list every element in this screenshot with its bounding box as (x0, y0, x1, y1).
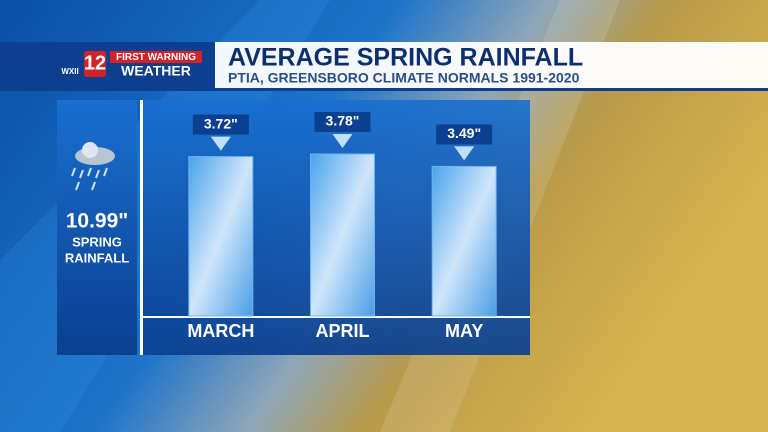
y-axis-line (140, 100, 143, 355)
label-box (314, 112, 371, 132)
value-label: 3.72" (204, 115, 238, 131)
brand-bottom: WEATHER (121, 63, 191, 79)
x-axis-line (140, 316, 530, 318)
rain-icon (71, 167, 108, 191)
label-pointer (332, 134, 353, 148)
logo-area (0, 42, 215, 90)
cloud-icon (82, 142, 98, 158)
logo-badge (84, 51, 106, 77)
annotation: RAINFALL (65, 250, 129, 265)
value-label: 3.49" (447, 125, 481, 141)
annotation: SPRING (72, 234, 122, 249)
bar (188, 156, 254, 317)
side-panel (57, 100, 137, 355)
bar (431, 165, 497, 317)
x-tick-label: MAY (445, 321, 483, 341)
brand-top: FIRST WARNING (116, 52, 196, 63)
label-box (436, 124, 493, 145)
bar (310, 153, 375, 317)
header-rule (0, 88, 768, 91)
logo-station: WXII (61, 67, 78, 76)
brand-strip (110, 51, 202, 63)
chart-subtitle: PTIA, GREENSBORO CLIMATE NORMALS 1991-20… (228, 70, 580, 86)
chart-title: AVERAGE SPRING RAINFALL (228, 44, 583, 72)
x-tick-label: APRIL (316, 321, 370, 341)
label-pointer (454, 146, 475, 161)
logo-channel: 12 (84, 52, 106, 74)
label-pointer (210, 136, 231, 151)
x-tick-label: MARCH (187, 321, 254, 341)
value-label: 3.78" (326, 113, 360, 129)
total-label: 10.99" (66, 210, 129, 233)
label-box (192, 114, 249, 135)
